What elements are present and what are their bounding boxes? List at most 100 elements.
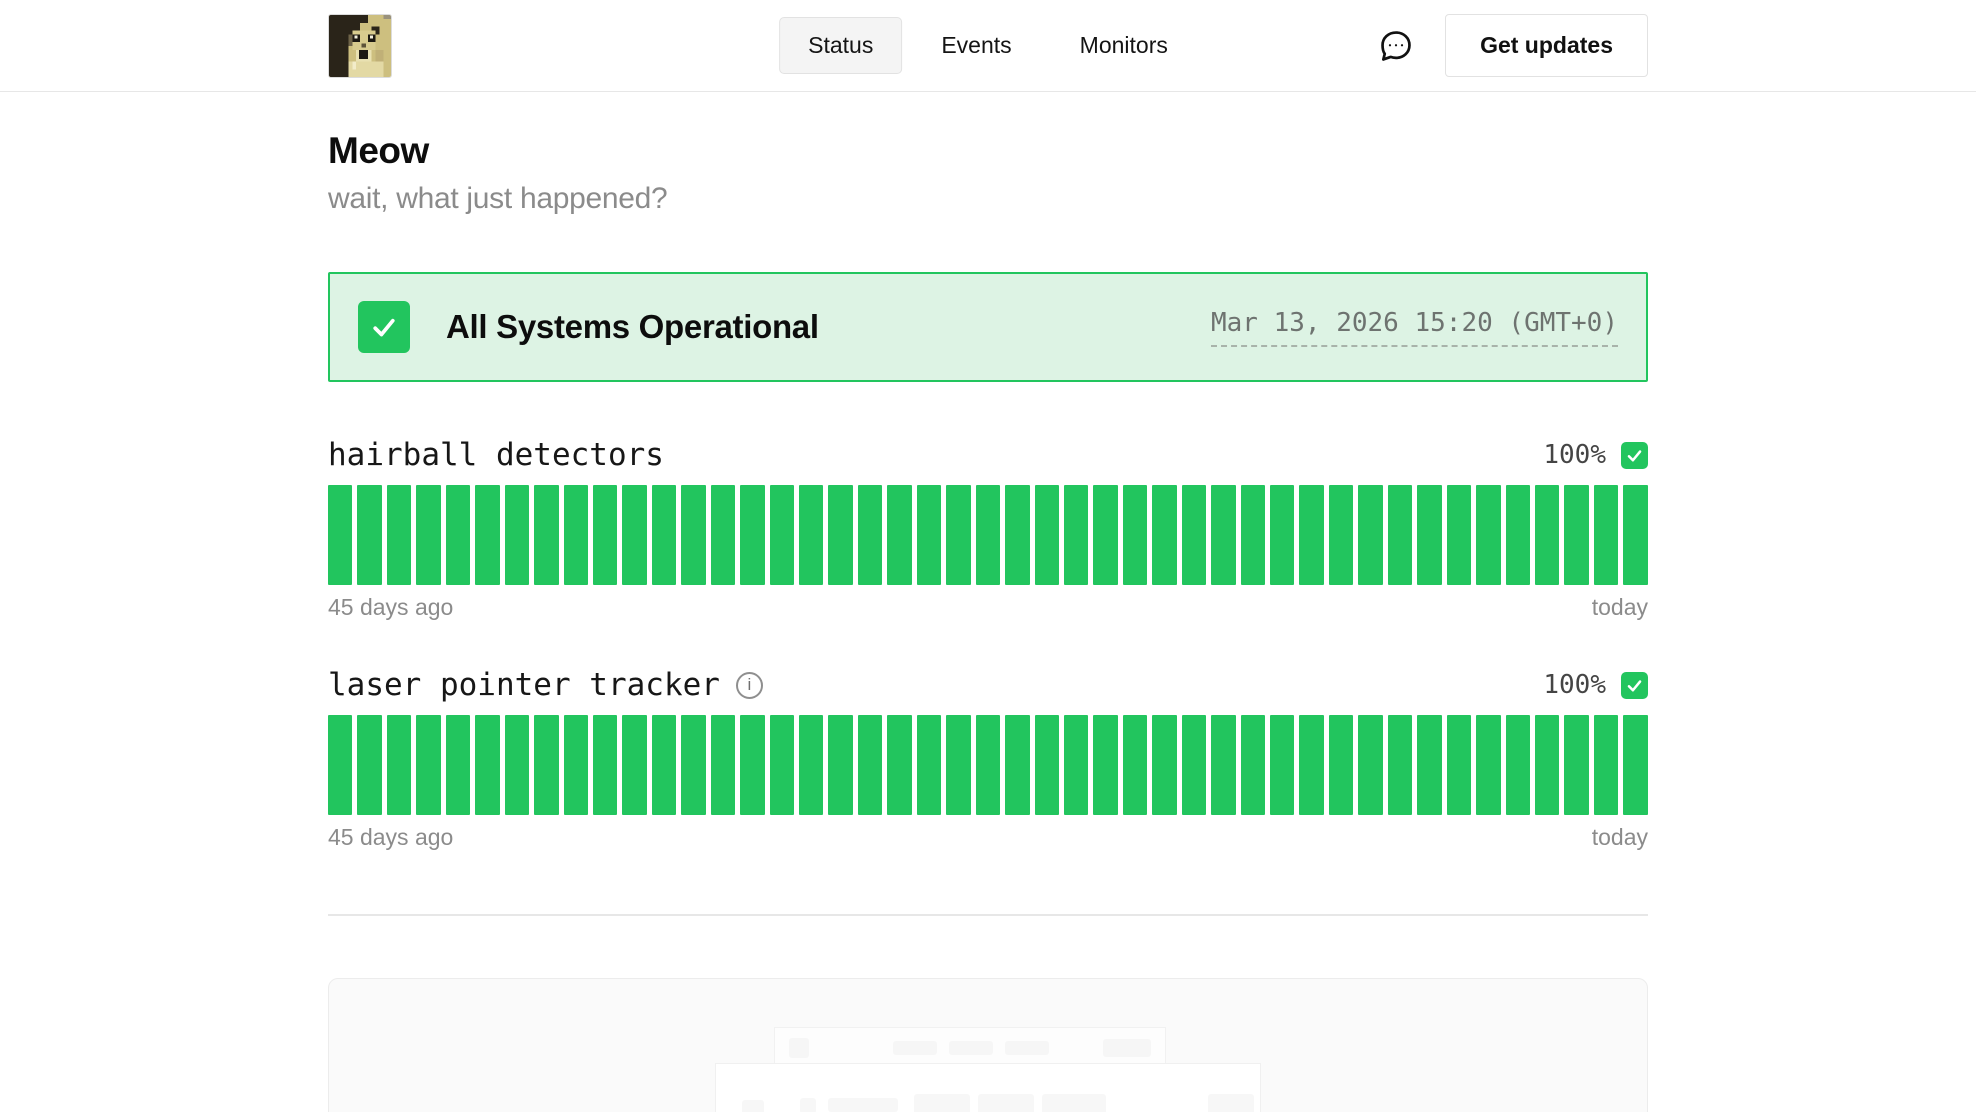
uptime-day-bar[interactable] (386, 485, 412, 585)
uptime-day-bar[interactable] (357, 485, 382, 585)
uptime-day-bar[interactable] (504, 715, 530, 815)
uptime-day-bar[interactable] (1093, 715, 1118, 815)
uptime-day-bar[interactable] (916, 715, 942, 815)
uptime-day-bar[interactable] (651, 485, 677, 585)
uptime-day-bar[interactable] (828, 715, 853, 815)
uptime-day-bar[interactable] (475, 485, 500, 585)
uptime-day-bar[interactable] (828, 485, 853, 585)
uptime-day-bar[interactable] (563, 715, 588, 815)
uptime-day-bar[interactable] (1417, 485, 1442, 585)
uptime-day-bar[interactable] (534, 715, 559, 815)
uptime-day-bar[interactable] (1152, 715, 1177, 815)
uptime-day-bar[interactable] (1358, 715, 1383, 815)
uptime-day-bar[interactable] (710, 715, 736, 815)
main-nav: Status Events Monitors (779, 17, 1197, 74)
get-updates-button[interactable]: Get updates (1445, 14, 1648, 77)
uptime-day-bar[interactable] (681, 485, 706, 585)
uptime-day-bar[interactable] (1093, 485, 1118, 585)
uptime-day-bar[interactable] (386, 715, 412, 815)
uptime-day-bar[interactable] (504, 485, 530, 585)
uptime-day-bar[interactable] (1387, 485, 1413, 585)
uptime-day-bar[interactable] (1623, 485, 1648, 585)
uptime-day-bar[interactable] (1593, 715, 1619, 815)
uptime-day-bar[interactable] (1270, 485, 1295, 585)
uptime-day-bar[interactable] (887, 485, 912, 585)
uptime-day-bar[interactable] (857, 485, 883, 585)
uptime-day-bar[interactable] (1211, 715, 1236, 815)
uptime-day-bar[interactable] (1328, 485, 1354, 585)
uptime-day-bar[interactable] (681, 715, 706, 815)
status-banner-timestamp[interactable]: Mar 13, 2026 15:20 (GMT+0) (1211, 308, 1618, 347)
tab-status[interactable]: Status (779, 17, 903, 74)
uptime-day-bar[interactable] (1181, 485, 1207, 585)
uptime-day-bar[interactable] (769, 715, 794, 815)
uptime-day-bar[interactable] (1299, 715, 1324, 815)
uptime-day-bar[interactable] (1534, 715, 1560, 815)
uptime-day-bar[interactable] (622, 715, 647, 815)
uptime-day-bar[interactable] (946, 485, 971, 585)
uptime-day-bar[interactable] (1181, 715, 1207, 815)
uptime-day-bar[interactable] (357, 715, 382, 815)
uptime-day-bar[interactable] (710, 485, 736, 585)
uptime-day-bar[interactable] (975, 715, 1001, 815)
uptime-day-bar[interactable] (1505, 485, 1530, 585)
uptime-day-bar[interactable] (1476, 715, 1501, 815)
uptime-day-bar[interactable] (1358, 485, 1383, 585)
uptime-day-bar[interactable] (1270, 715, 1295, 815)
uptime-day-bar[interactable] (1005, 485, 1030, 585)
uptime-day-bar[interactable] (1005, 715, 1030, 815)
tab-events[interactable]: Events (912, 17, 1040, 74)
feedback-chat-button[interactable] (1377, 27, 1415, 65)
tab-monitors[interactable]: Monitors (1051, 17, 1197, 74)
uptime-day-bar[interactable] (799, 715, 824, 815)
uptime-day-bar[interactable] (1446, 485, 1472, 585)
uptime-day-bar[interactable] (1534, 485, 1560, 585)
uptime-day-bar[interactable] (946, 715, 971, 815)
bars-end-label: today (1591, 594, 1648, 620)
uptime-day-bar[interactable] (1240, 715, 1265, 815)
uptime-day-bar[interactable] (1593, 485, 1619, 585)
uptime-day-bar[interactable] (1122, 485, 1148, 585)
uptime-day-bar[interactable] (622, 485, 647, 585)
uptime-day-bar[interactable] (328, 715, 353, 815)
uptime-day-bar[interactable] (416, 715, 441, 815)
uptime-day-bar[interactable] (1564, 485, 1589, 585)
uptime-day-bar[interactable] (740, 485, 765, 585)
uptime-day-bar[interactable] (1623, 715, 1648, 815)
uptime-day-bar[interactable] (1328, 715, 1354, 815)
uptime-day-bar[interactable] (799, 485, 824, 585)
uptime-day-bar[interactable] (1446, 715, 1472, 815)
uptime-day-bar[interactable] (445, 715, 471, 815)
uptime-day-bar[interactable] (1240, 485, 1265, 585)
cat-logo[interactable] (328, 13, 392, 78)
uptime-day-bar[interactable] (1387, 715, 1413, 815)
uptime-day-bar[interactable] (740, 715, 765, 815)
uptime-day-bar[interactable] (1063, 485, 1089, 585)
uptime-day-bar[interactable] (1476, 485, 1501, 585)
uptime-day-bar[interactable] (769, 485, 794, 585)
uptime-day-bar[interactable] (328, 485, 353, 585)
uptime-day-bar[interactable] (1417, 715, 1442, 815)
uptime-day-bar[interactable] (975, 485, 1001, 585)
uptime-day-bar[interactable] (1034, 715, 1059, 815)
uptime-day-bar[interactable] (651, 715, 677, 815)
uptime-day-bar[interactable] (1063, 715, 1089, 815)
uptime-day-bar[interactable] (857, 715, 883, 815)
uptime-day-bar[interactable] (416, 485, 441, 585)
uptime-day-bar[interactable] (592, 485, 618, 585)
uptime-day-bar[interactable] (475, 715, 500, 815)
uptime-day-bar[interactable] (916, 485, 942, 585)
uptime-day-bar[interactable] (534, 485, 559, 585)
uptime-day-bar[interactable] (1299, 485, 1324, 585)
uptime-day-bar[interactable] (592, 715, 618, 815)
uptime-day-bar[interactable] (1152, 485, 1177, 585)
uptime-day-bar[interactable] (1034, 485, 1059, 585)
uptime-day-bar[interactable] (563, 485, 588, 585)
uptime-day-bar[interactable] (445, 485, 471, 585)
uptime-day-bar[interactable] (1211, 485, 1236, 585)
uptime-day-bar[interactable] (887, 715, 912, 815)
uptime-day-bar[interactable] (1122, 715, 1148, 815)
info-icon[interactable]: i (735, 671, 763, 699)
uptime-day-bar[interactable] (1564, 715, 1589, 815)
uptime-day-bar[interactable] (1505, 715, 1530, 815)
